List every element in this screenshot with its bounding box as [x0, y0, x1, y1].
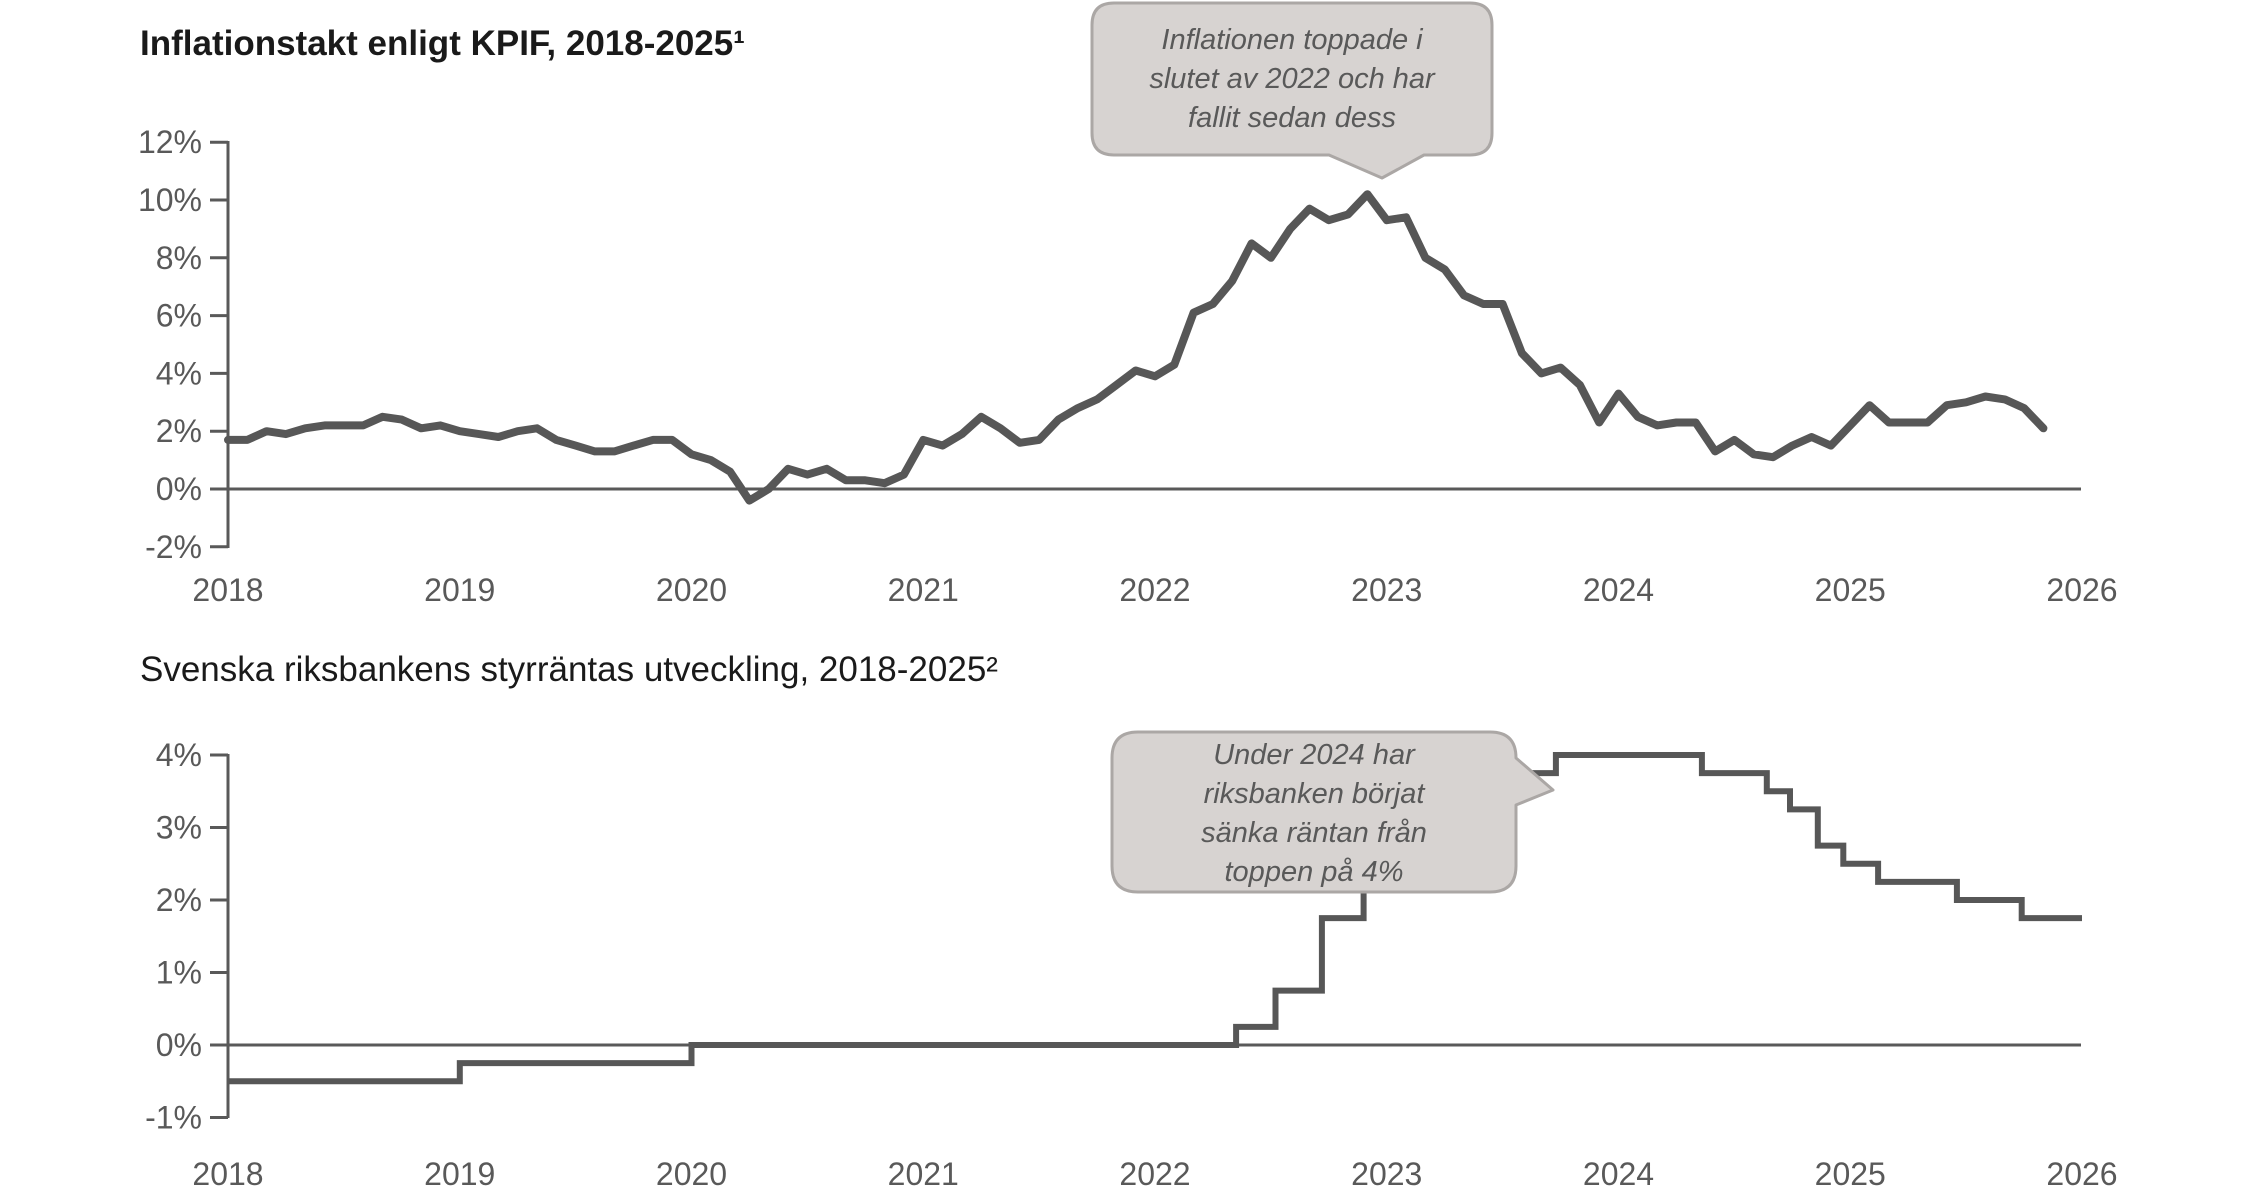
- x-tick-label: 2019: [424, 1156, 495, 1192]
- y-tick-label: 1%: [156, 955, 202, 991]
- x-tick-label: 2020: [656, 572, 727, 608]
- policy-rate-chart: 4% 3% 2% 1% 0% -1% 2018 2019 2020 2021 2022 2023 202…: [145, 730, 2118, 1192]
- x-tick-label: 2022: [1119, 572, 1190, 608]
- y-tick-label: 12%: [138, 124, 202, 160]
- y-tick-label: 4%: [156, 355, 202, 391]
- y-tick-label: 8%: [156, 240, 202, 276]
- y-tick-label: 3%: [156, 810, 202, 846]
- x-tick-label: 2019: [424, 572, 495, 608]
- callout-bubble: [1110, 730, 1555, 894]
- x-tick-label: 2025: [1815, 572, 1886, 608]
- inflation-chart-title: Inflationstakt enligt KPIF, 2018-2025¹: [140, 24, 745, 63]
- x-tick-label: 2026: [2046, 1156, 2117, 1192]
- y-tick-label: -1%: [145, 1100, 202, 1136]
- x-tick-label: 2025: [1815, 1156, 1886, 1192]
- y-tick-label: -2%: [145, 529, 202, 565]
- x-tick-label: 2024: [1583, 572, 1654, 608]
- x-tick-label: 2018: [192, 572, 263, 608]
- x-tick-label: 2023: [1351, 572, 1422, 608]
- x-tick-label: 2018: [192, 1156, 263, 1192]
- x-tick-label: 2024: [1583, 1156, 1654, 1192]
- x-tick-label: 2020: [656, 1156, 727, 1192]
- y-tick-label: 2%: [156, 413, 202, 449]
- x-tick-label: 2021: [888, 1156, 959, 1192]
- y-tick-label: 0%: [156, 1027, 202, 1063]
- inflation-chart: 12% 10% 8% 6% 4% 2% 0% -2% 2018 2019 2020 2021 2022 2…: [138, 1, 2118, 608]
- x-tick-label: 2026: [2046, 572, 2117, 608]
- x-tick-label: 2023: [1351, 1156, 1422, 1192]
- callout-bubble: [1090, 1, 1494, 180]
- y-tick-label: 6%: [156, 298, 202, 334]
- y-tick-label: 2%: [156, 882, 202, 918]
- inflation-line: [224, 190, 2048, 505]
- y-tick-label: 10%: [138, 182, 202, 218]
- policy-rate-chart-title: Svenska riksbankens styrräntas utvecklin…: [140, 650, 998, 689]
- policy-rate-step-line: [228, 752, 2082, 1085]
- policy-rate-callout-text: Under 2024 har riksbanken börjat sänka r…: [1201, 739, 1427, 888]
- y-tick-label: 0%: [156, 471, 202, 507]
- inflation-callout-text: Inflationen toppade i slutet av 2022 och…: [1149, 24, 1435, 134]
- x-tick-label: 2021: [888, 572, 959, 608]
- x-tick-label: 2022: [1119, 1156, 1190, 1192]
- y-tick-label: 4%: [156, 737, 202, 773]
